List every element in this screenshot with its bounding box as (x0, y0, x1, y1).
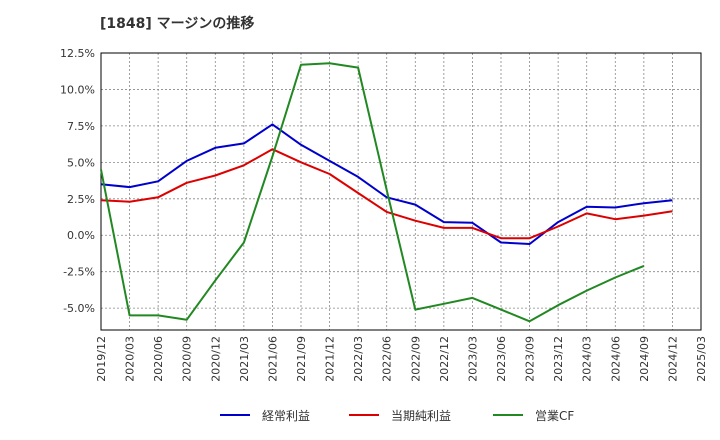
x-tick-label: 2023/06 (495, 336, 508, 382)
y-tick-label: 7.5% (67, 120, 95, 133)
chart-title: [1848] マージンの推移 (100, 15, 254, 32)
y-tick-label: 12.5% (60, 47, 95, 60)
y-axis-ticks: -5.0% -2.5% 0.0% 2.5% 5.0% 7.5% 10.0% 12.5% (60, 47, 95, 315)
x-tick-label: 2022/03 (352, 336, 365, 382)
series-lines (100, 62, 673, 323)
y-tick-label: 0.0% (67, 229, 95, 242)
x-tick-label: 2020/03 (124, 336, 137, 382)
x-tick-label: 2022/12 (438, 336, 451, 382)
x-tick-label: 2024/12 (666, 336, 679, 382)
x-tick-label: 2023/09 (524, 336, 537, 382)
x-tick-label: 2022/06 (381, 336, 394, 382)
y-tick-label: 10.0% (60, 83, 95, 96)
x-tick-label: 2025/03 (695, 336, 708, 382)
x-tick-label: 2020/06 (152, 336, 165, 382)
series-line-当期純利益 (100, 148, 673, 240)
x-tick-label: 2020/09 (181, 336, 194, 382)
x-axis-ticks: 2019/12 2020/03 2020/06 2020/09 2020/12 2021/… (95, 336, 708, 382)
series-line-営業CF (100, 62, 645, 323)
y-tick-label: 5.0% (67, 156, 95, 169)
legend-label: 営業CF (535, 409, 574, 423)
legend: 経常利益 当期純利益 営業CF (220, 409, 574, 423)
x-tick-label: 2021/09 (295, 336, 308, 382)
x-tick-label: 2023/12 (552, 336, 565, 382)
legend-label: 経常利益 (262, 409, 310, 423)
x-tick-label: 2023/03 (466, 336, 479, 382)
x-tick-label: 2021/06 (266, 336, 279, 382)
x-tick-label: 2024/06 (609, 336, 622, 382)
series-line-経常利益 (100, 123, 673, 245)
x-tick-label: 2021/03 (238, 336, 251, 382)
x-tick-label: 2021/12 (324, 336, 337, 382)
x-tick-label: 2022/09 (409, 336, 422, 382)
plot-area (100, 52, 702, 331)
legend-label: 当期純利益 (391, 409, 451, 423)
x-tick-label: 2024/03 (581, 336, 594, 382)
y-tick-label: -2.5% (63, 266, 95, 279)
y-tick-label: 2.5% (67, 193, 95, 206)
x-tick-label: 2024/09 (638, 336, 651, 382)
grid-lines (101, 53, 701, 330)
y-tick-label: -5.0% (63, 302, 95, 315)
x-tick-label: 2019/12 (95, 336, 108, 382)
x-tick-label: 2020/12 (209, 336, 222, 382)
